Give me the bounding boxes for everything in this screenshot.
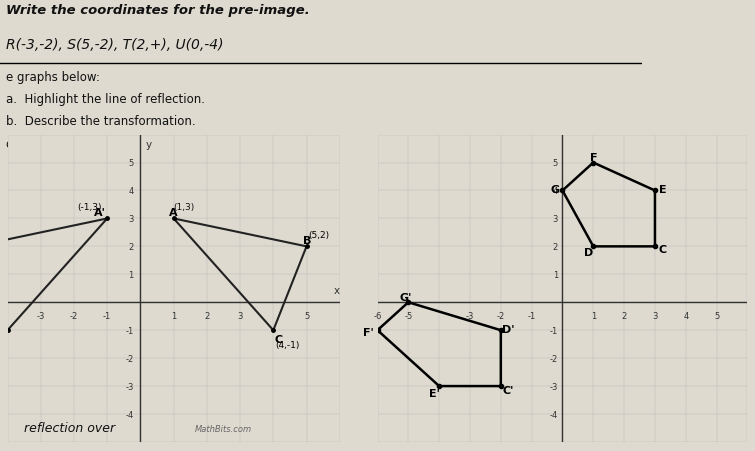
Text: -2: -2 (125, 354, 134, 363)
Text: -1: -1 (528, 311, 536, 320)
Text: -1: -1 (550, 326, 558, 335)
Text: G: G (550, 184, 559, 195)
Text: -2: -2 (550, 354, 558, 363)
Text: F': F' (363, 327, 374, 337)
Text: 2: 2 (205, 311, 209, 320)
Text: x: x (334, 285, 340, 295)
Text: -3: -3 (550, 382, 558, 391)
Text: MathBits.com: MathBits.com (195, 424, 252, 433)
Text: -1: -1 (103, 311, 111, 320)
Text: C: C (658, 244, 667, 255)
Text: 3: 3 (237, 311, 243, 320)
Text: D: D (584, 248, 593, 258)
Text: (-1,3): (-1,3) (78, 203, 102, 212)
Text: -1: -1 (125, 326, 134, 335)
Text: 5: 5 (714, 311, 720, 320)
Text: b.  Describe the transformation.: b. Describe the transformation. (6, 115, 196, 128)
Text: -2: -2 (497, 311, 505, 320)
Text: -3: -3 (125, 382, 134, 391)
Text: -3: -3 (36, 311, 45, 320)
Text: 3: 3 (553, 214, 558, 223)
Text: 3: 3 (128, 214, 134, 223)
Text: C': C' (503, 386, 514, 396)
Text: E': E' (429, 388, 440, 398)
Text: C: C (275, 335, 283, 345)
Text: 4: 4 (128, 187, 134, 196)
Text: 3: 3 (652, 311, 658, 320)
Text: reflection over: reflection over (24, 421, 116, 434)
Text: 1: 1 (553, 270, 558, 279)
Text: R(-3,-2), S(5,-2), T(2,+), U(0,-4): R(-3,-2), S(5,-2), T(2,+), U(0,-4) (6, 38, 224, 52)
Text: (5,2): (5,2) (308, 231, 329, 240)
Text: E: E (659, 184, 667, 195)
Text: -3: -3 (466, 311, 474, 320)
Text: 1: 1 (590, 311, 596, 320)
Text: 1: 1 (128, 270, 134, 279)
Text: 4: 4 (553, 187, 558, 196)
Text: 2: 2 (128, 242, 134, 251)
Text: 2: 2 (621, 311, 627, 320)
Text: y: y (146, 139, 152, 149)
Text: 5: 5 (128, 159, 134, 168)
Text: D': D' (502, 324, 515, 334)
Text: -2: -2 (70, 311, 78, 320)
Text: e graphs below:: e graphs below: (6, 70, 100, 83)
Text: 4: 4 (683, 311, 689, 320)
Text: -5: -5 (404, 311, 412, 320)
Text: 5: 5 (553, 159, 558, 168)
Text: B: B (304, 235, 312, 245)
Text: 5: 5 (304, 311, 309, 320)
Text: c.  Write the algebraic rule for the transformation.: c. Write the algebraic rule for the tran… (6, 137, 304, 150)
Text: 2: 2 (553, 242, 558, 251)
Text: A': A' (94, 207, 106, 217)
Text: G': G' (399, 292, 411, 302)
Text: F: F (590, 152, 597, 163)
Text: a.  Highlight the line of reflection.: a. Highlight the line of reflection. (6, 93, 205, 106)
Text: -4: -4 (550, 410, 558, 419)
Text: (4,-1): (4,-1) (275, 340, 299, 349)
Text: Write the coordinates for the pre-image.: Write the coordinates for the pre-image. (6, 4, 310, 17)
Text: -4: -4 (125, 410, 134, 419)
Text: -6: -6 (373, 311, 382, 320)
Text: A: A (168, 207, 177, 217)
Text: (1,3): (1,3) (174, 203, 195, 212)
Text: 1: 1 (171, 311, 176, 320)
